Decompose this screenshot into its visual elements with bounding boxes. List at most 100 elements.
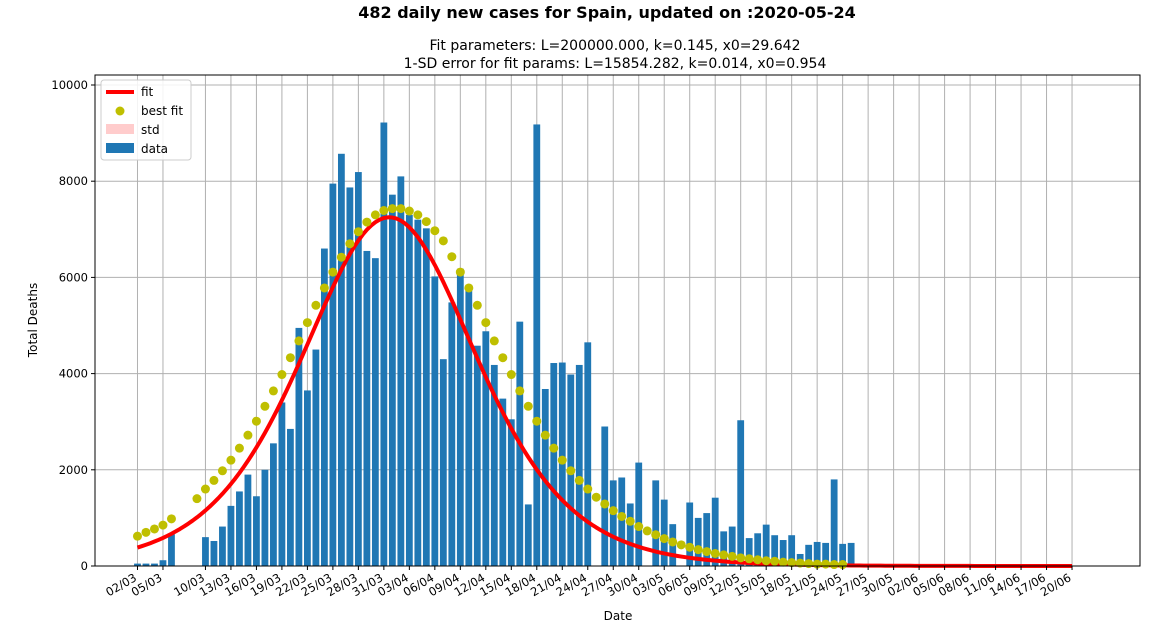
best-fit-point xyxy=(778,557,788,567)
best-fit-point xyxy=(625,516,635,526)
bar xyxy=(159,560,167,566)
grid xyxy=(95,75,1140,567)
best-fit-point xyxy=(413,210,423,220)
bar xyxy=(830,479,838,566)
best-fit-point xyxy=(166,514,176,524)
bar xyxy=(584,342,592,566)
best-fit-point xyxy=(566,466,576,476)
bar xyxy=(499,398,507,566)
bar xyxy=(524,504,532,566)
best-fit-point xyxy=(277,370,287,380)
best-fit-point xyxy=(421,217,431,227)
bar xyxy=(380,122,388,566)
best-fit-point xyxy=(302,318,312,328)
bar xyxy=(847,542,855,566)
best-fit-point xyxy=(838,560,848,570)
best-fit-point xyxy=(600,499,610,509)
bar xyxy=(431,276,439,566)
bar xyxy=(244,474,252,566)
bar xyxy=(253,496,260,566)
chart-title-line2: 1-SD error for fit params: L=15854.282, … xyxy=(404,56,827,72)
bar xyxy=(439,359,447,566)
best-fit-point xyxy=(200,484,210,494)
bar xyxy=(473,345,481,566)
best-fit-point xyxy=(464,283,474,293)
best-fit-point xyxy=(141,527,151,537)
bar xyxy=(219,526,226,566)
bar xyxy=(839,543,847,566)
bar xyxy=(728,526,736,566)
best-fit-point xyxy=(438,236,448,246)
best-fit-point xyxy=(634,522,644,532)
bar xyxy=(312,349,320,566)
bar xyxy=(575,364,583,566)
legend-data-label: data xyxy=(141,142,168,156)
best-fit-point xyxy=(608,506,618,516)
legend-data-swatch xyxy=(106,143,134,153)
bar xyxy=(227,505,235,566)
best-fit-point xyxy=(727,551,737,561)
best-fit-point xyxy=(396,204,406,214)
best-fit-series xyxy=(132,204,848,570)
best-fit-point xyxy=(821,559,831,569)
bar xyxy=(329,183,337,567)
bar xyxy=(660,499,668,566)
best-fit-point xyxy=(574,475,584,485)
bar xyxy=(142,563,150,566)
bar xyxy=(397,176,405,566)
bar xyxy=(261,469,269,566)
best-fit-point xyxy=(804,559,814,569)
bar xyxy=(609,480,617,566)
bar xyxy=(618,477,626,566)
best-fit-point xyxy=(761,556,771,566)
bar xyxy=(151,563,158,566)
best-fit-point xyxy=(523,401,533,411)
legend-fit-label: fit xyxy=(141,85,154,99)
best-fit-point xyxy=(651,530,661,540)
bar xyxy=(813,541,821,566)
bar xyxy=(422,228,430,566)
best-fit-point xyxy=(617,511,627,521)
bar xyxy=(134,563,141,566)
chart-title-line1: Fit parameters: L=200000.000, k=0.145, x… xyxy=(429,38,800,54)
y-tick-label: 2000 xyxy=(59,463,88,477)
bar xyxy=(652,480,660,566)
bar xyxy=(686,502,694,566)
legend-best-fit-label: best fit xyxy=(141,104,183,118)
best-fit-point xyxy=(676,540,686,550)
best-fit-point xyxy=(158,520,168,530)
best-fit-point xyxy=(685,542,695,552)
best-fit-point xyxy=(260,401,270,411)
bar xyxy=(405,214,413,566)
bar xyxy=(202,537,209,566)
bar xyxy=(626,503,634,566)
bar xyxy=(635,462,643,566)
best-fit-point xyxy=(362,217,372,227)
bar xyxy=(720,531,728,566)
bar xyxy=(788,535,796,566)
best-fit-point xyxy=(370,210,380,220)
best-fit-point xyxy=(336,252,346,262)
best-fit-point xyxy=(226,455,236,465)
legend-std-label: std xyxy=(141,123,160,137)
best-fit-point xyxy=(549,443,559,453)
best-fit-point xyxy=(583,484,593,494)
bar xyxy=(388,194,396,566)
best-fit-point xyxy=(387,204,397,214)
bar xyxy=(601,426,609,566)
bar xyxy=(320,248,328,567)
legend-best-fit-swatch xyxy=(115,106,125,116)
y-tick-label: 10000 xyxy=(51,78,88,92)
best-fit-point xyxy=(294,336,304,346)
best-fit-point xyxy=(540,430,550,440)
bar xyxy=(771,535,779,566)
y-tick-label: 8000 xyxy=(59,174,88,188)
bar xyxy=(354,172,362,566)
bar xyxy=(414,219,422,566)
best-fit-point xyxy=(829,560,839,570)
best-fit-point xyxy=(481,318,491,328)
bar xyxy=(304,390,311,566)
bar xyxy=(737,420,745,566)
best-fit-point xyxy=(668,537,678,547)
y-axis: 0 2000 4000 6000 8000 10000 xyxy=(51,78,95,573)
